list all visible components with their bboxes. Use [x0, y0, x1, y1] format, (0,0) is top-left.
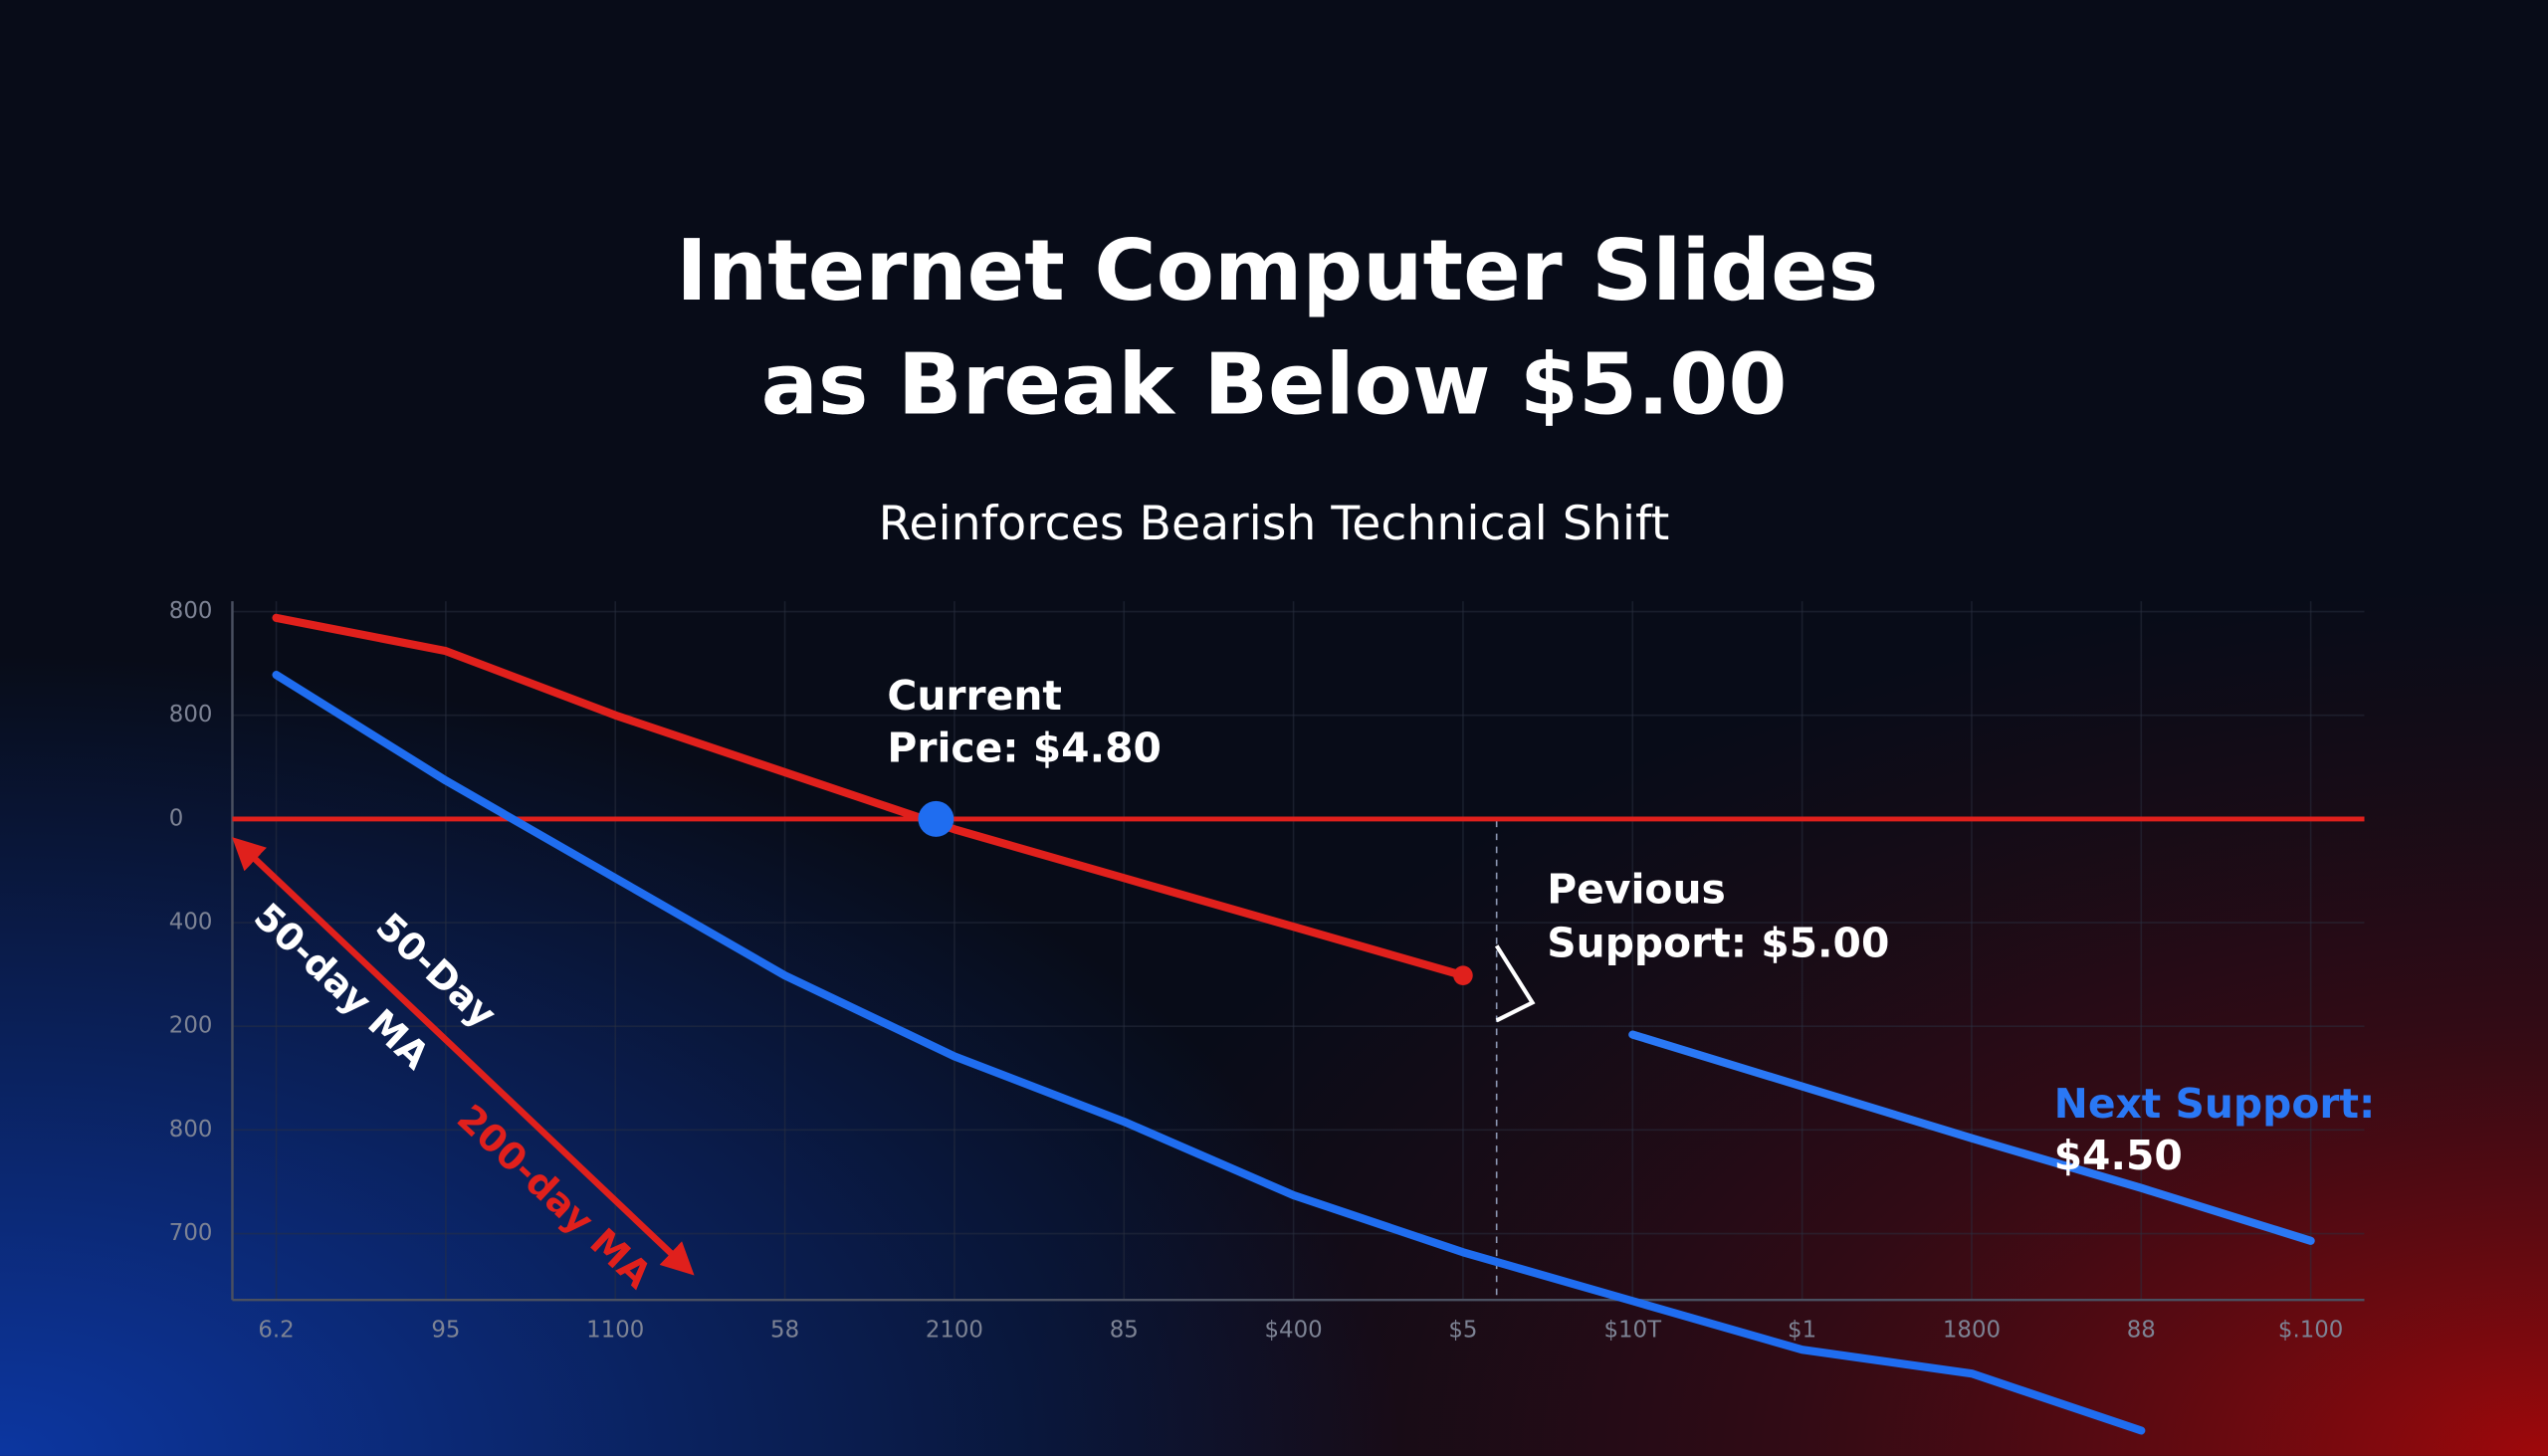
- y-tick-label: 400: [169, 910, 213, 936]
- y-tick-label: 0: [169, 805, 184, 831]
- y-tick-label: 700: [169, 1220, 213, 1246]
- y-tick-label: 800: [169, 1117, 213, 1143]
- x-tick-label: $400: [1265, 1318, 1323, 1344]
- series-line: [272, 613, 1468, 980]
- current-dot: [918, 800, 955, 837]
- x-tick-label: 1800: [1943, 1318, 2001, 1344]
- x-tick-label: $.100: [2278, 1318, 2343, 1344]
- x-tick-label: 6.2: [258, 1318, 294, 1344]
- x-tick-label: $1: [1788, 1318, 1816, 1344]
- annotation: Current: [887, 672, 1061, 720]
- arrow: [232, 837, 695, 1276]
- annotation: Next Support:: [2054, 1080, 2376, 1128]
- end-dot: [1453, 965, 1473, 985]
- subtitle: Reinforces Bearish Technical Shift: [879, 497, 1670, 551]
- x-tick-label: 58: [770, 1318, 799, 1344]
- x-tick-label: 95: [431, 1318, 460, 1344]
- x-tick-label: 1100: [586, 1318, 644, 1344]
- y-tick-label: 800: [169, 598, 213, 624]
- x-tick-label: $10T: [1603, 1318, 1662, 1344]
- annotation: Pevious: [1547, 865, 1726, 913]
- x-tick-label: 88: [2127, 1318, 2156, 1344]
- bracket: [1494, 944, 1536, 1023]
- x-tick-label: 85: [1110, 1318, 1139, 1344]
- annotation: Price: $4.80: [887, 724, 1161, 771]
- title: Internet Computer Slides: [676, 222, 1878, 320]
- annotation: Support: $5.00: [1547, 919, 1889, 966]
- y-tick-label: 800: [169, 702, 213, 728]
- x-tick-label: 2100: [926, 1318, 983, 1344]
- y-tick-label: 200: [169, 1013, 213, 1039]
- title: as Break Below $5.00: [761, 335, 1788, 434]
- x-tick-label: $5: [1448, 1318, 1477, 1344]
- series-line: [1628, 1030, 2315, 1245]
- annotation: $4.50: [2054, 1132, 2183, 1179]
